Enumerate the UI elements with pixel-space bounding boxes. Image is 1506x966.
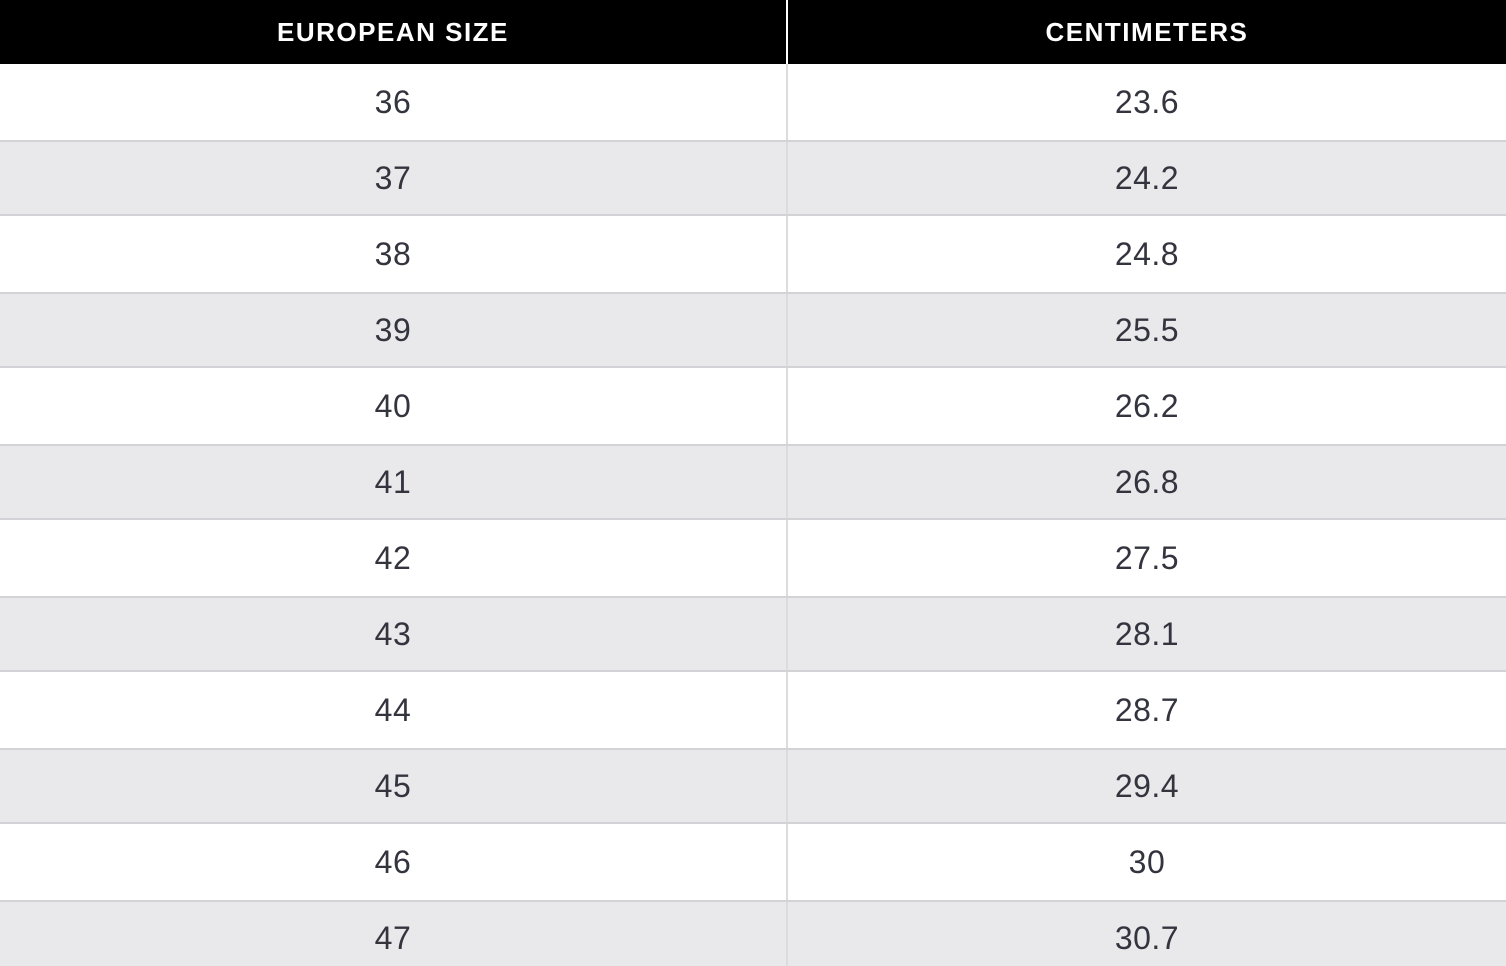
table-body: 36 23.6 37 24.2 38 24.8 39 25.5 40 26.2 … <box>0 64 1506 966</box>
cm-cell: 26.8 <box>1114 463 1180 500</box>
size-cell: 36 <box>0 64 788 140</box>
cm-cell: 24.8 <box>1114 235 1180 272</box>
size-cell: 40 <box>0 368 788 444</box>
table-row: 41 26.8 <box>0 444 1506 520</box>
size-cell: 45 <box>0 750 788 822</box>
cm-cell: 30.7 <box>1114 919 1180 956</box>
column-header-centimeters: CENTIMETERS <box>1045 16 1249 47</box>
cm-cell: 26.2 <box>1114 387 1180 424</box>
table-row: 40 26.2 <box>0 368 1506 444</box>
table-row: 45 29.4 <box>0 748 1506 824</box>
cm-cell: 24.2 <box>1114 159 1180 196</box>
table-row: 37 24.2 <box>0 140 1506 216</box>
table-row: 44 28.7 <box>0 672 1506 748</box>
cm-cell: 27.5 <box>1114 539 1180 576</box>
cm-cell: 23.6 <box>1114 83 1180 120</box>
cm-cell: 28.1 <box>1114 615 1180 652</box>
cm-cell: 28.7 <box>1114 691 1180 728</box>
table-row: 39 25.5 <box>0 292 1506 368</box>
table-row: 47 30.7 <box>0 900 1506 966</box>
table-row: 46 30 <box>0 824 1506 900</box>
size-cell: 42 <box>0 520 788 596</box>
table-row: 38 24.8 <box>0 216 1506 292</box>
cm-cell: 30 <box>1128 843 1166 880</box>
size-cell: 43 <box>0 598 788 670</box>
size-cell: 47 <box>0 902 788 966</box>
cm-cell: 25.5 <box>1114 311 1180 348</box>
table-row: 42 27.5 <box>0 520 1506 596</box>
size-cell: 46 <box>0 824 788 900</box>
size-cell: 37 <box>0 142 788 214</box>
cm-cell: 29.4 <box>1114 767 1180 804</box>
table-header-row: EUROPEAN SIZE CENTIMETERS <box>0 0 1506 64</box>
size-cell: 39 <box>0 294 788 366</box>
size-cell: 44 <box>0 672 788 748</box>
table-row: 36 23.6 <box>0 64 1506 140</box>
table-row: 43 28.1 <box>0 596 1506 672</box>
size-cell: 41 <box>0 446 788 518</box>
column-header-european-size: EUROPEAN SIZE <box>0 0 788 64</box>
size-cell: 38 <box>0 216 788 292</box>
